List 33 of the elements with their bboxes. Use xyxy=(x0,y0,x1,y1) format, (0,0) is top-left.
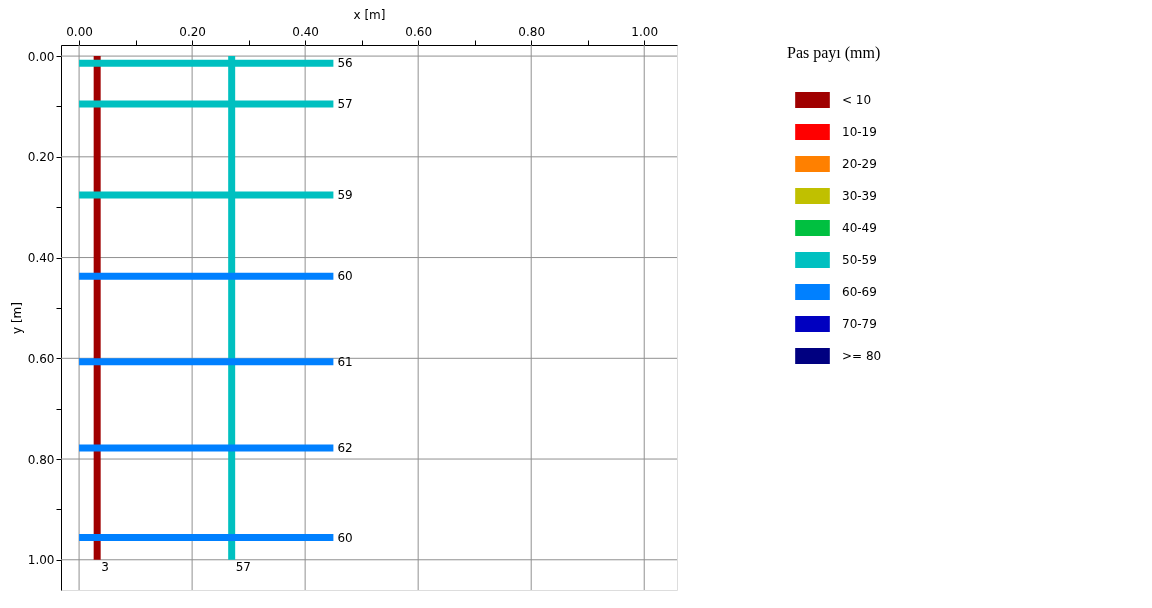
legend-label: 30-39 xyxy=(842,189,877,203)
legend-label: < 10 xyxy=(842,93,872,107)
annotation: 57 xyxy=(235,559,251,574)
annotation: 56 xyxy=(337,56,353,71)
x-tick-label: 0.80 xyxy=(518,24,546,39)
annotation: 60 xyxy=(337,269,353,284)
annotation: 57 xyxy=(337,96,353,111)
x-tick-label: 0.00 xyxy=(66,24,93,39)
x-tick-label: 0.60 xyxy=(405,24,433,39)
y-tick-label: 0.80 xyxy=(27,452,55,467)
x-tick-label: 0.40 xyxy=(292,24,319,39)
annotation: 62 xyxy=(337,440,353,455)
legend-label: 50-59 xyxy=(842,253,877,267)
legend-label: 20-29 xyxy=(842,157,877,171)
y-tick-label: 0.20 xyxy=(27,150,55,165)
x-tick-label: 1.00 xyxy=(631,24,659,39)
annotation: 59 xyxy=(337,188,353,203)
legend-label: 70-79 xyxy=(842,317,877,331)
y-tick-label: 1.00 xyxy=(27,553,55,568)
annotation: 3 xyxy=(101,559,109,574)
legend-title: Pas payı (mm) xyxy=(787,44,881,62)
y-tick-label: 0.40 xyxy=(27,251,55,266)
legend-label: >= 80 xyxy=(842,349,882,363)
y-tick-label: 0.60 xyxy=(27,351,55,366)
x-axis-title: x [m] xyxy=(353,7,386,22)
annotation: 60 xyxy=(337,530,353,545)
legend-label: 40-49 xyxy=(842,221,877,235)
legend-label: 60-69 xyxy=(842,285,877,299)
x-tick-label: 0.20 xyxy=(179,24,206,39)
annotation: 61 xyxy=(337,354,353,369)
legend-label: 10-19 xyxy=(842,125,877,139)
y-axis-title: y [m] xyxy=(9,302,24,334)
y-tick-label: 0.00 xyxy=(27,49,55,64)
